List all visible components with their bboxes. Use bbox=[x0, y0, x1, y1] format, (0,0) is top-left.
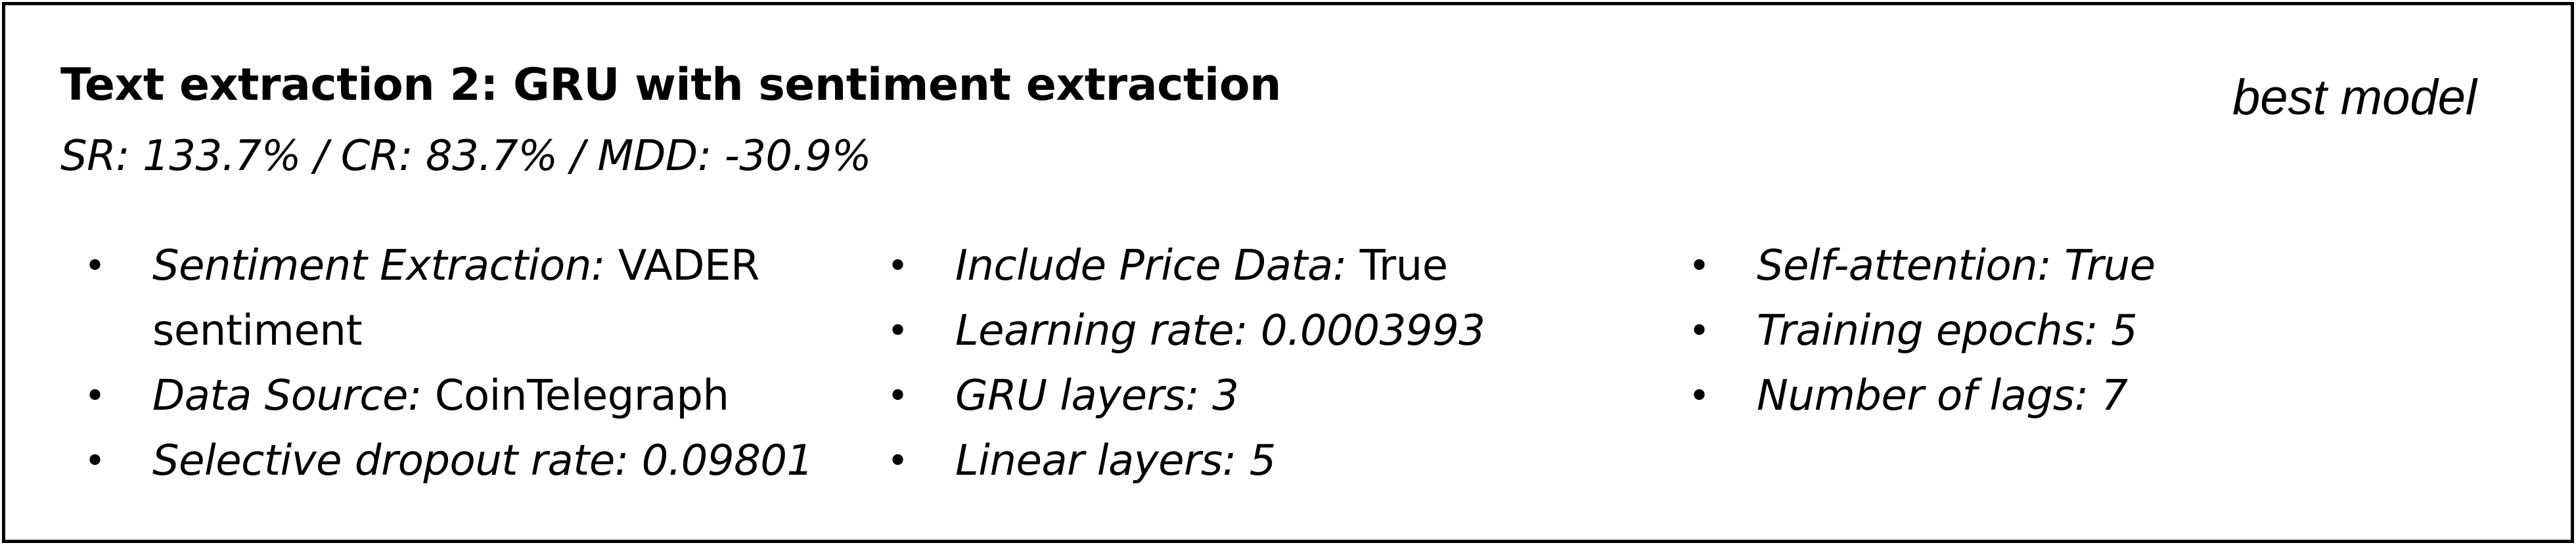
bullet: • bbox=[84, 245, 106, 288]
list-item: • GRU layers: 3 bbox=[887, 364, 1649, 429]
list-item: • Learning rate: 0.0003993 bbox=[887, 299, 1649, 364]
bullet: • bbox=[1688, 310, 1710, 353]
metrics-line: SR: 133.7% / CR: 83.7% / MDD: -30.9% bbox=[60, 132, 872, 181]
card-title: Text extraction 2: GRU with sentiment ex… bbox=[60, 59, 1281, 111]
param-value: 3 bbox=[1199, 372, 1239, 420]
bullet: • bbox=[84, 440, 106, 483]
best-model-tag: best model bbox=[2232, 70, 2477, 125]
param-key: GRU layers: bbox=[955, 372, 1200, 420]
bullet: • bbox=[1688, 245, 1710, 288]
param-value: 5 bbox=[1236, 437, 1277, 485]
list-item: • Include Price Data: True bbox=[887, 234, 1649, 299]
param-key: Include Price Data: bbox=[955, 242, 1347, 290]
param-key: Linear layers: bbox=[955, 437, 1236, 485]
bullet: • bbox=[1688, 375, 1710, 418]
list-item: • Number of lags: 7 bbox=[1688, 364, 2451, 429]
bullet: • bbox=[84, 375, 106, 418]
parameter-column-2: • Include Price Data: True • Learning rate… bbox=[887, 234, 1649, 494]
param-value: 0.09801 bbox=[628, 437, 814, 485]
param-value: 0.0003993 bbox=[1248, 307, 1485, 355]
list-item: • Linear layers: 5 bbox=[887, 429, 1649, 494]
parameter-column-1: • Sentiment Extraction: VADER sentiment •… bbox=[84, 234, 846, 494]
param-value: 7 bbox=[2088, 372, 2128, 420]
bullet: • bbox=[887, 375, 909, 418]
param-value: True bbox=[2051, 242, 2156, 290]
param-key: Learning rate: bbox=[955, 307, 1248, 355]
param-value: CoinTelegraph bbox=[421, 372, 729, 420]
param-key: Self-attention: bbox=[1757, 242, 2052, 290]
param-key: Data Source: bbox=[152, 372, 422, 420]
list-item: • Data Source: CoinTelegraph bbox=[84, 364, 846, 429]
param-value: True bbox=[1346, 242, 1448, 290]
list-item: • Sentiment Extraction: VADER sentiment bbox=[84, 234, 846, 364]
param-value: VADER sentiment bbox=[152, 242, 759, 355]
param-key: Selective dropout rate: bbox=[152, 437, 629, 485]
param-key: Sentiment Extraction: bbox=[152, 242, 605, 290]
bullet: • bbox=[887, 440, 909, 483]
bullet: • bbox=[887, 245, 909, 288]
param-value: 5 bbox=[2098, 307, 2138, 355]
param-key: Training epochs: bbox=[1757, 307, 2098, 355]
list-item: • Self-attention: True bbox=[1688, 234, 2451, 299]
list-item: • Selective dropout rate: 0.09801 bbox=[84, 429, 846, 494]
param-key: Number of lags: bbox=[1757, 372, 2089, 420]
parameter-column-3: • Self-attention: True • Training epochs: … bbox=[1688, 234, 2451, 429]
bullet: • bbox=[887, 310, 909, 353]
list-item: • Training epochs: 5 bbox=[1688, 299, 2451, 364]
